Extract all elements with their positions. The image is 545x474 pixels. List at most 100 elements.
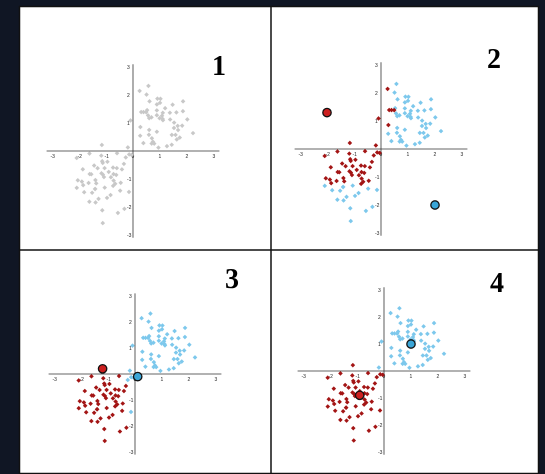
data-point	[118, 180, 124, 186]
blue-centroid	[406, 339, 416, 349]
data-point	[331, 401, 337, 407]
data-point	[385, 131, 391, 137]
data-point	[386, 107, 392, 113]
data-point	[155, 96, 160, 101]
data-point	[172, 328, 177, 334]
data-point	[175, 123, 181, 129]
data-point	[338, 390, 344, 396]
data-point	[350, 378, 356, 384]
data-point	[420, 362, 426, 368]
data-point	[397, 353, 403, 358]
x-tick-label: 1	[410, 374, 413, 380]
data-point	[417, 130, 423, 136]
data-point	[428, 97, 434, 102]
data-point	[404, 143, 409, 148]
data-point	[100, 172, 106, 177]
data-point	[95, 419, 100, 425]
data-point	[394, 331, 400, 336]
data-point	[356, 190, 361, 196]
data-point	[112, 181, 118, 187]
data-point	[377, 408, 383, 413]
data-point	[425, 357, 431, 363]
data-point	[388, 310, 393, 316]
data-point	[100, 220, 106, 226]
data-point	[169, 336, 175, 341]
data-point	[389, 138, 394, 144]
data-point	[362, 397, 367, 402]
data-point	[111, 178, 116, 183]
data-point	[338, 371, 343, 376]
x-tick-label: 3	[215, 377, 218, 383]
data-point	[138, 109, 144, 115]
data-point	[114, 165, 120, 171]
data-point	[141, 109, 146, 115]
data-point	[325, 404, 331, 409]
data-point	[162, 341, 167, 347]
data-point	[338, 417, 343, 423]
data-point	[422, 108, 427, 113]
data-point	[402, 106, 408, 111]
data-point	[353, 385, 358, 390]
data-point	[406, 318, 411, 323]
data-point	[428, 106, 434, 112]
data-point	[121, 161, 127, 167]
data-point	[370, 204, 375, 210]
data-point	[363, 208, 369, 214]
data-point	[150, 139, 156, 145]
data-point	[177, 348, 183, 354]
data-point	[422, 135, 428, 140]
data-point	[128, 409, 134, 415]
data-point	[80, 182, 86, 188]
data-point	[362, 390, 367, 396]
data-point	[369, 159, 375, 165]
data-point	[359, 176, 364, 181]
data-point	[146, 319, 151, 324]
data-point	[388, 354, 394, 359]
y-tick-label: -3	[127, 233, 132, 239]
data-point	[346, 151, 352, 156]
data-point	[431, 330, 437, 335]
data-point	[143, 335, 148, 341]
data-point	[400, 361, 405, 367]
data-point	[100, 375, 106, 381]
data-point	[422, 346, 428, 352]
data-point	[144, 92, 149, 97]
data-point	[110, 396, 116, 401]
data-point	[441, 351, 447, 357]
data-point	[428, 355, 434, 361]
data-point	[116, 373, 122, 379]
panel-number: 4	[490, 268, 504, 299]
data-point	[112, 387, 118, 392]
data-point	[128, 118, 133, 123]
y-tick-label: 1	[375, 119, 378, 125]
data-point	[74, 155, 80, 161]
data-point	[369, 399, 375, 404]
data-point	[389, 107, 394, 113]
data-point	[425, 133, 431, 138]
data-point	[377, 150, 382, 156]
x-tick-label: 2	[437, 374, 440, 380]
data-point	[397, 348, 403, 353]
data-point	[190, 130, 196, 136]
data-point	[328, 164, 334, 170]
data-point	[122, 206, 127, 212]
data-point	[121, 388, 127, 394]
y-tick-label: -1	[378, 396, 383, 402]
data-point	[125, 377, 131, 383]
data-point	[175, 356, 180, 362]
red-centroid	[97, 363, 108, 374]
data-point	[361, 402, 367, 407]
x-tick-label: 3	[464, 374, 467, 380]
data-point	[347, 169, 352, 174]
x-tick-label: -2	[326, 152, 331, 158]
data-point	[368, 406, 374, 412]
x-tick-label: 2	[434, 152, 437, 158]
y-tick-label: 2	[378, 315, 381, 321]
data-point	[158, 96, 163, 102]
data-point	[335, 169, 341, 175]
data-point	[158, 368, 163, 374]
data-point	[171, 120, 177, 125]
y-tick-label: -1	[375, 175, 380, 181]
